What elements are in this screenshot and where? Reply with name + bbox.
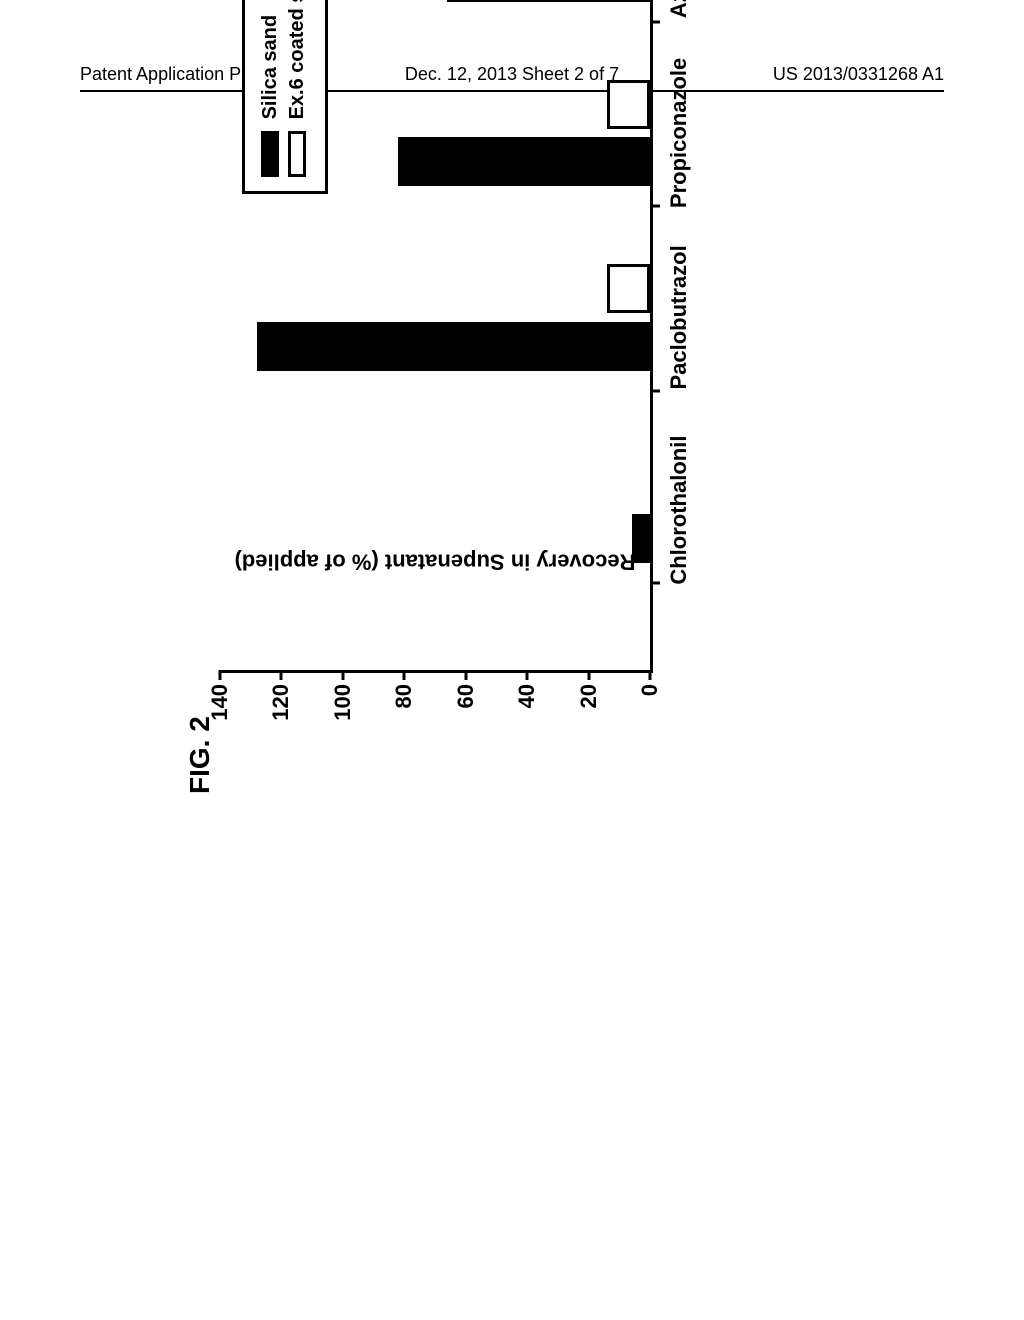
figure-label: FIG. 2 [184,716,216,794]
y-tick-label: 60 [453,670,479,708]
y-tick-label: 140 [207,670,233,721]
legend-label: Ex.6 coated sand [286,0,309,119]
bar-hollow [607,80,650,129]
legend-swatch [288,131,306,177]
figure: FIG. 2 Recovery in Supenatant (% of appl… [80,210,944,1240]
y-tick-label: 120 [268,670,294,721]
x-tick-label: Paclobutrazol [650,245,692,389]
x-tick-label: Chlorothalonil [650,436,692,585]
legend-label: Silica sand [259,15,282,120]
legend-swatch [261,131,279,177]
y-tick-label: 40 [514,670,540,708]
page: Patent Application Publication Dec. 12, … [0,0,1024,1320]
x-tick [650,389,660,392]
legend-item: Ex.6 coated sand [286,0,309,177]
header-right: US 2013/0331268 A1 [773,64,944,85]
bar-solid [257,322,650,371]
bar-solid [398,137,650,186]
figure-rotated: FIG. 2 Recovery in Supenatant (% of appl… [190,0,770,210]
chart-legend: Silica sandEx.6 coated sand [242,0,328,194]
chart-plot: Recovery in Supenatant (% of applied) Si… [220,0,650,670]
y-tick-label: 0 [637,670,663,696]
figure-inner: FIG. 2 Recovery in Supenatant (% of appl… [190,0,770,790]
bar-solid [632,514,650,563]
x-tick-label: Propiconazole [650,58,692,208]
bar-solid [447,0,650,2]
y-tick-label: 80 [391,670,417,708]
y-tick-label: 100 [330,670,356,721]
legend-item: Silica sand [259,0,282,177]
x-tick [650,20,660,23]
y-tick-label: 20 [576,670,602,708]
x-tick-label: Azoxystrobin [650,0,692,18]
y-axis-title: Recovery in Supenatant (% of applied) [235,549,636,575]
bar-hollow [607,264,650,313]
